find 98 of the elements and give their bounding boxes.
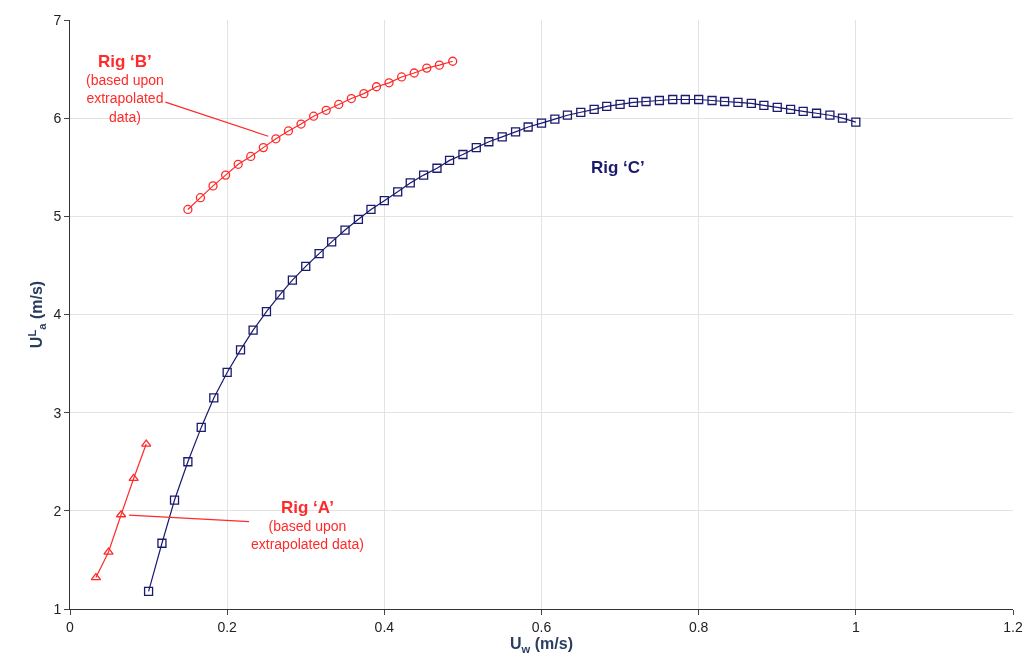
y-tick-label: 6: [53, 110, 62, 127]
point: [396, 72, 407, 82]
x-tick-label: 1: [851, 618, 860, 635]
point: [432, 163, 442, 173]
point: [444, 155, 455, 166]
point: [654, 95, 665, 106]
point: [169, 495, 180, 505]
point: [353, 214, 364, 224]
point: [825, 110, 835, 120]
point: [359, 88, 369, 99]
point: [296, 119, 306, 129]
point: [694, 94, 704, 105]
point: [308, 111, 319, 121]
point: [615, 99, 625, 110]
point: [301, 261, 311, 272]
point: [222, 367, 232, 378]
point: [434, 60, 444, 70]
x-tick-label: 0: [66, 618, 75, 635]
point: [183, 457, 193, 467]
point: [209, 393, 219, 403]
point: [340, 225, 350, 235]
point: [327, 237, 337, 247]
point: [550, 114, 560, 124]
point: [746, 98, 756, 109]
point: [287, 275, 298, 285]
x-tick-label: 1.2: [1003, 618, 1023, 635]
x-tick-label: 0.8: [688, 618, 709, 635]
point: [628, 97, 639, 108]
point: [668, 94, 678, 105]
point: [246, 151, 256, 162]
point: [90, 572, 102, 581]
point: [536, 118, 547, 128]
annotation: Rig ‘A’ (based upon extrapolated data): [251, 498, 364, 553]
point: [321, 105, 331, 115]
point: [195, 193, 206, 203]
point: [275, 290, 285, 300]
text: Rig ‘C’: [591, 158, 645, 177]
point: [602, 101, 612, 112]
x-tick-label: 0.4: [374, 618, 395, 635]
point: [283, 126, 294, 136]
x-tick-label: 0.2: [217, 618, 238, 635]
point: [418, 170, 429, 180]
point: [772, 102, 782, 113]
point: [405, 178, 415, 188]
point: [220, 170, 231, 180]
point: [458, 149, 468, 160]
point: [346, 93, 356, 104]
point: [680, 94, 690, 105]
point: [798, 106, 808, 116]
point: [759, 100, 769, 111]
point: [143, 586, 154, 596]
y-tick-label: 5: [53, 208, 62, 225]
y-tick-label: 4: [53, 306, 62, 323]
y-tick-label: 7: [53, 11, 62, 28]
point: [422, 63, 432, 73]
point: [837, 113, 848, 123]
point: [103, 547, 114, 555]
y-tick-label: 3: [53, 404, 62, 421]
point: [523, 122, 533, 132]
point: [208, 181, 218, 191]
point: [448, 56, 458, 66]
point: [128, 473, 139, 482]
point: [366, 204, 376, 215]
point: [719, 96, 730, 107]
point: [235, 345, 246, 355]
point: [384, 78, 394, 88]
point: [562, 110, 573, 120]
point: [258, 142, 268, 153]
point: [510, 127, 521, 137]
point: [589, 104, 599, 114]
point: [851, 117, 861, 127]
y-tick-label: 2: [53, 502, 62, 519]
point: [233, 159, 243, 169]
point: [261, 306, 272, 317]
point: [576, 107, 586, 117]
point: [314, 248, 324, 259]
annotation: Rig ‘B’ (based upon extrapolated data): [86, 52, 164, 125]
point: [196, 422, 206, 433]
x-axis-title: U$_{w}$ (m/s): [510, 635, 573, 655]
point: [157, 538, 167, 548]
point: [785, 104, 796, 114]
point: [484, 137, 494, 147]
point: [248, 325, 258, 335]
point: [641, 96, 651, 107]
point: [409, 68, 419, 78]
point: [733, 97, 743, 108]
point: [334, 99, 344, 110]
point: [707, 95, 717, 106]
point: [379, 195, 389, 206]
point: [393, 187, 403, 197]
x-tick-label: 0.6: [531, 618, 552, 635]
point: [371, 82, 382, 92]
y-tick-label: 1: [53, 600, 62, 617]
point: [271, 134, 281, 144]
point: [811, 108, 822, 118]
point: [471, 142, 481, 153]
point: [497, 132, 507, 142]
point: [183, 204, 193, 215]
